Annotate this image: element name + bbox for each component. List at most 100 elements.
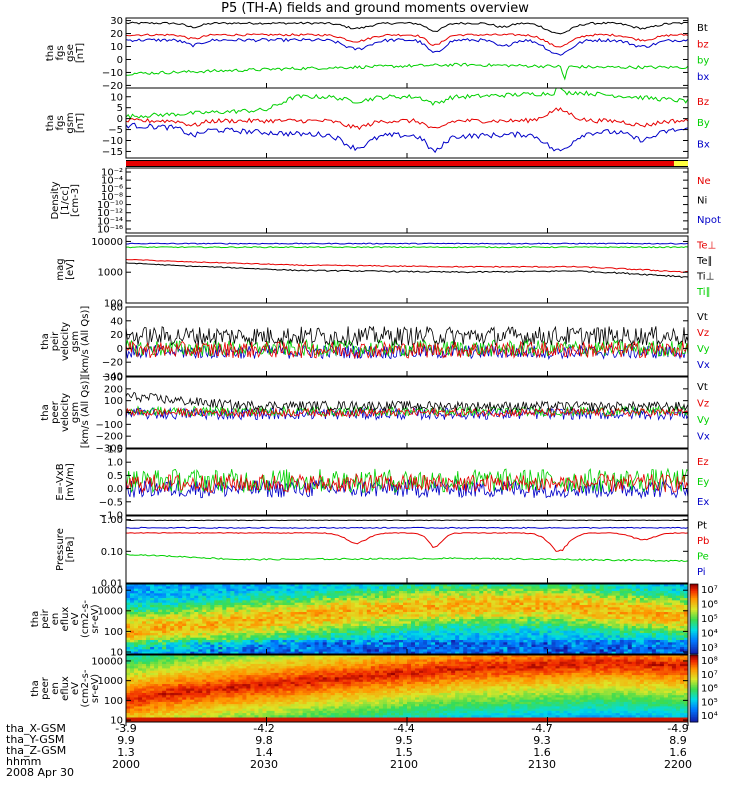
heatmap-cell (158, 710, 163, 714)
heatmap-cell (334, 623, 340, 627)
heatmap-cell (575, 595, 581, 599)
heatmap-cell (334, 644, 340, 648)
heatmap-cell (539, 600, 544, 604)
heatmap-cell (290, 619, 295, 622)
heatmap-cell (362, 593, 368, 597)
heatmap-cell (394, 619, 400, 622)
heatmap-cell (318, 584, 324, 587)
heatmap-cell (150, 588, 155, 592)
heatmap-cell (190, 642, 195, 646)
heatmap-cell (675, 640, 681, 643)
heatmap-cell (535, 591, 540, 594)
heatmap-cell (571, 644, 576, 648)
heatmap-cell (487, 647, 492, 650)
heatmap-cell (254, 602, 259, 606)
heatmap-cell (302, 588, 308, 592)
heatmap-cell (302, 605, 308, 608)
heatmap-cell (599, 649, 605, 653)
heatmap-cell (274, 593, 279, 597)
heatmap-cell (499, 619, 504, 622)
heatmap-cell (306, 588, 312, 592)
heatmap-cell (603, 591, 609, 594)
heatmap-cell (619, 591, 625, 594)
heatmap-cell (671, 621, 677, 625)
heatmap-cell (503, 591, 508, 594)
heatmap-cell (459, 644, 464, 648)
heatmap-cell (242, 642, 247, 646)
heatmap-cell (487, 651, 492, 655)
heatmap-cell (230, 605, 235, 608)
heatmap-cell (354, 609, 360, 613)
heatmap-cell (463, 609, 468, 613)
heatmap-cell (543, 649, 548, 653)
heatmap-cell (166, 710, 171, 714)
heatmap-cell (178, 708, 183, 712)
heatmap-cell (174, 719, 179, 723)
heatmap-cell (150, 635, 155, 639)
heatmap-cell (587, 593, 593, 597)
heatmap-cell (322, 605, 328, 608)
heatmap-cell (178, 670, 183, 674)
heatmap-cell (146, 626, 151, 629)
heatmap-cell (651, 586, 657, 590)
heatmap-cell (655, 651, 661, 655)
heatmap-cell (178, 616, 183, 620)
heatmap-cell (535, 593, 540, 597)
heatmap-cell (346, 591, 352, 594)
heatmap-cell (443, 612, 448, 615)
heatmap-cell (386, 584, 392, 587)
heatmap-cell (587, 637, 593, 641)
heatmap-cell (623, 612, 629, 615)
heatmap-cell (358, 616, 364, 620)
heatmap-cell (210, 609, 215, 613)
heatmap-cell (266, 595, 271, 599)
heatmap-cell (511, 621, 516, 625)
heatmap-cell (390, 623, 396, 627)
heatmap-cell (675, 642, 681, 646)
heatmap-cell (150, 708, 155, 712)
heatmap-cell (346, 612, 352, 615)
colorbar-cell (690, 634, 698, 637)
heatmap-cell (567, 605, 572, 608)
heatmap-cell (439, 586, 444, 590)
legend-label: By (697, 118, 710, 129)
heatmap-cell (467, 630, 472, 634)
heatmap-cell (282, 642, 287, 646)
heatmap-cell (142, 719, 147, 723)
heatmap-cell (258, 647, 263, 650)
heatmap-cell (390, 614, 396, 618)
heatmap-cell (671, 584, 677, 587)
heatmap-cell (230, 640, 235, 643)
heatmap-cell (507, 633, 512, 636)
heatmap-cell (575, 635, 581, 639)
heatmap-cell (130, 630, 135, 634)
series-group (126, 325, 688, 360)
heatmap-cell (447, 584, 452, 587)
heatmap-cell (166, 628, 171, 632)
heatmap-cell (222, 584, 227, 587)
heatmap-cell (306, 616, 312, 620)
heatmap-cell (298, 630, 304, 634)
heatmap-cell (290, 635, 295, 639)
heatmap-cell (683, 614, 689, 618)
heatmap-cell (615, 595, 621, 599)
heatmap-cell (158, 686, 163, 689)
heatmap-cell (378, 644, 384, 648)
heatmap-cell (623, 584, 629, 587)
heatmap-cell (246, 616, 251, 620)
heatmap-cell (499, 600, 504, 604)
heatmap-cell (439, 642, 444, 646)
heatmap-cell (643, 630, 649, 634)
heatmap-cell (651, 637, 657, 641)
heatmap-cell (174, 609, 179, 613)
heatmap-cell (651, 605, 657, 608)
heatmap-cell (547, 593, 552, 597)
heatmap-cell (491, 591, 496, 594)
heatmap-cell (146, 593, 151, 597)
heatmap-cell (394, 628, 400, 632)
heatmap-cell (314, 647, 320, 650)
heatmap-cell (431, 637, 436, 641)
heatmap-cell (334, 602, 340, 606)
heatmap-cell (138, 628, 143, 632)
heatmap-cell (491, 649, 496, 653)
